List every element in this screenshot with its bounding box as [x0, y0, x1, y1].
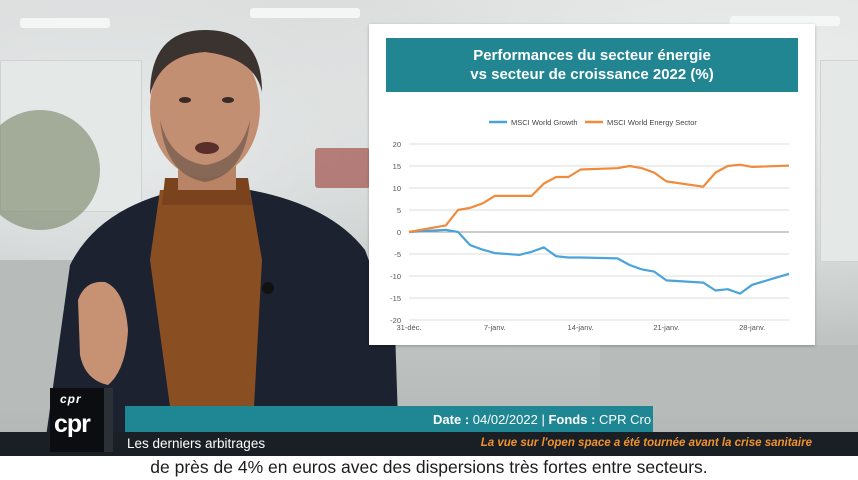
chart-legend: MSCI World Growth MSCI World Energy Sect… [489, 118, 697, 127]
y-tick-label: -15 [390, 294, 401, 303]
chart-title: Performances du secteur énergie vs secte… [386, 38, 798, 92]
performance-line-chart: MSCI World Growth MSCI World Energy Sect… [390, 118, 790, 332]
topic-title: Les derniers arbitrages [127, 436, 266, 451]
subtitle-band: de près de 4% en euros avec des dispersi… [0, 456, 858, 480]
logo-small-text: cpr [60, 392, 82, 406]
date-fonds-band: Date : 04/02/2022 | Fonds : CPR Cro [125, 406, 653, 432]
fonds-value: CPR Cro [599, 412, 652, 427]
cpr-logo: cpr cpr [50, 388, 113, 452]
date-fonds-text: Date : 04/02/2022 | Fonds : CPR Cro [433, 412, 652, 427]
legend-energy-label: MSCI World Energy Sector [607, 118, 697, 127]
y-tick-label: 10 [393, 184, 401, 193]
chart-grid [409, 143, 789, 321]
date-value: 04/02/2022 [472, 412, 538, 427]
x-tick-label: 31-déc. [396, 323, 421, 332]
logo-stripe [104, 388, 113, 452]
x-tick-label: 7-janv. [484, 323, 506, 332]
chart-title-line1: Performances du secteur énergie [473, 47, 711, 64]
y-tick-label: 5 [397, 206, 401, 215]
chart-title-line2: vs secteur de croissance 2022 (%) [470, 66, 714, 83]
series-line-growth [408, 228, 790, 295]
x-tick-label: 14-janv. [568, 323, 594, 332]
disclaimer-text: La vue sur l'open space a été tournée av… [480, 437, 812, 449]
series-line-energy [408, 163, 790, 234]
logo-big-text: cpr [54, 410, 91, 438]
y-tick-label: -5 [394, 250, 401, 259]
x-axis-ticks: 31-déc. 7-janv. 14-janv. 21-janv. 28-janv. [396, 323, 765, 332]
date-label: Date [433, 412, 462, 427]
y-axis-ticks: 20 15 10 5 0 -5 -10 -15 -20 [390, 140, 401, 325]
y-tick-label: 0 [397, 228, 401, 237]
y-tick-label: 15 [393, 162, 401, 171]
subtitle-text: de près de 4% en euros avec des dispersi… [150, 457, 708, 477]
chart-card: Performances du secteur énergie vs secte… [369, 24, 815, 345]
x-tick-label: 21-janv. [653, 323, 679, 332]
topic-band: Les derniers arbitrages La vue sur l'ope… [0, 432, 858, 456]
y-tick-label: 20 [393, 140, 401, 149]
y-tick-label: -10 [390, 272, 401, 281]
fonds-label: Fonds [548, 412, 588, 427]
chart-series [408, 163, 790, 295]
x-tick-label: 28-janv. [739, 323, 765, 332]
y-tick-label: -20 [390, 316, 401, 325]
legend-growth-label: MSCI World Growth [511, 118, 578, 127]
